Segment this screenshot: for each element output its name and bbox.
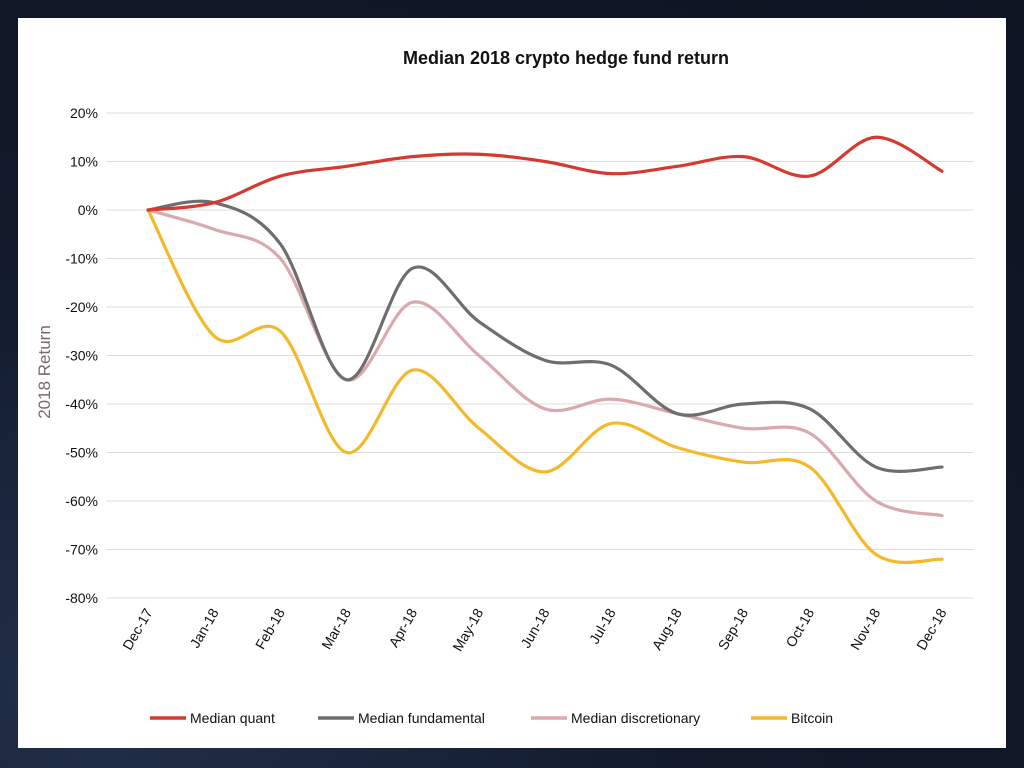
x-tick-label: Jul-18 (586, 605, 619, 646)
x-tick-label: Jan-18 (187, 605, 222, 650)
y-tick-label: -40% (65, 396, 98, 412)
x-tick-label: May-18 (449, 605, 486, 654)
chart-title: Median 2018 crypto hedge fund return (403, 48, 729, 68)
y-tick-label: -20% (65, 299, 98, 315)
y-tick-label: -70% (65, 542, 98, 558)
y-tick-label: -50% (65, 445, 98, 461)
x-tick-label: Feb-18 (252, 605, 288, 652)
x-tick-label: Mar-18 (318, 605, 354, 652)
line-chart: Median 2018 crypto hedge fund return 201… (35, 48, 974, 726)
x-tick-label: Sep-18 (715, 605, 752, 652)
chart-card: Median 2018 crypto hedge fund return 201… (18, 18, 1006, 748)
y-tick-label: -80% (65, 590, 98, 606)
y-tick-label: 0% (78, 202, 98, 218)
x-tick-label: Jun-18 (517, 605, 552, 650)
x-tick-label: Nov-18 (847, 605, 884, 652)
grid-lines (106, 112, 974, 599)
legend-label: Bitcoin (791, 710, 833, 726)
series-line-median-quant (146, 135, 944, 212)
y-tick-label: 20% (70, 105, 98, 121)
legend: Median quant Median fundamental Median dis… (150, 710, 833, 726)
y-tick-label: 10% (70, 154, 98, 170)
x-tick-label: Dec-18 (913, 605, 950, 652)
series-lines (146, 135, 944, 565)
series-line-median-fundamental (146, 199, 944, 473)
y-axis-ticks: 20% 10% 0% -10% -20% -30% -40% -50% -60% -70% -80% (65, 105, 98, 606)
legend-label: Median fundamental (358, 710, 485, 726)
y-tick-label: -60% (65, 493, 98, 509)
x-tick-label: Aug-18 (648, 605, 685, 652)
x-tick-label: Dec-17 (119, 605, 156, 652)
series-line-bitcoin (146, 208, 944, 565)
series-line-median-discretionary (146, 208, 944, 518)
y-tick-label: -30% (65, 348, 98, 364)
y-axis-label: 2018 Return (35, 325, 54, 419)
legend-label: Median discretionary (571, 710, 700, 726)
x-tick-label: Oct-18 (782, 605, 817, 650)
y-tick-label: -10% (65, 251, 98, 267)
x-axis-ticks: Dec-17 Jan-18 Feb-18 Mar-18 Apr-18 May-18 Jun-… (119, 605, 950, 654)
legend-label: Median quant (190, 710, 275, 726)
x-tick-label: Apr-18 (385, 605, 420, 650)
